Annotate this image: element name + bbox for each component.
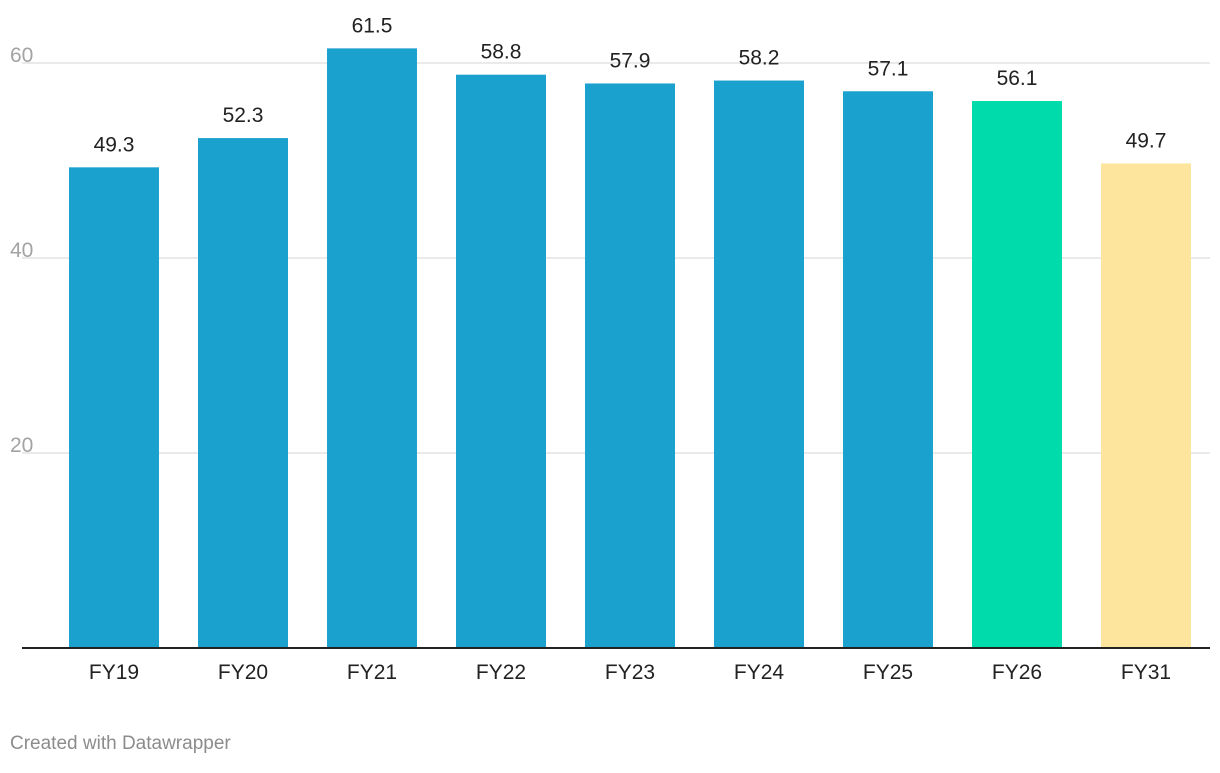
y-axis-ticks: 20 40 60 — [10, 44, 33, 457]
bars — [69, 48, 1191, 649]
y-tick-label: 60 — [10, 44, 33, 67]
value-label: 49.7 — [1126, 129, 1167, 152]
x-tick-label: FY19 — [89, 661, 139, 684]
bar-FY25 — [843, 91, 933, 648]
value-labels: 49.3 52.3 61.5 58.8 57.9 58.2 57.1 56.1 49.7 — [94, 14, 1167, 156]
bar-FY24 — [714, 80, 804, 649]
credit-text: Created with Datawrapper — [10, 733, 231, 754]
value-label: 61.5 — [352, 14, 393, 37]
x-tick-label: FY20 — [218, 661, 268, 684]
x-tick-label: FY24 — [734, 661, 785, 684]
bar-FY20 — [198, 138, 288, 648]
x-tick-label: FY26 — [992, 661, 1042, 684]
x-tick-label: FY21 — [347, 661, 397, 684]
x-axis-ticks: FY19 FY20 FY21 FY22 FY23 FY24 FY25 FY26 FY31 — [89, 661, 1171, 684]
bar-FY19 — [69, 167, 159, 648]
value-label: 52.3 — [223, 104, 264, 127]
x-tick-label: FY31 — [1121, 661, 1171, 684]
x-tick-label: FY25 — [863, 661, 913, 684]
y-tick-label: 20 — [10, 434, 33, 457]
value-label: 58.8 — [481, 41, 522, 64]
value-label: 57.1 — [868, 57, 909, 80]
x-tick-label: FY23 — [605, 661, 655, 684]
bar-FY23 — [585, 83, 675, 649]
bar-FY26 — [972, 101, 1062, 648]
value-label: 56.1 — [997, 67, 1038, 90]
bar-FY22 — [456, 74, 546, 648]
bar-FY31 — [1101, 163, 1191, 649]
value-label: 58.2 — [739, 47, 780, 70]
x-tick-label: FY22 — [476, 661, 526, 684]
y-tick-label: 40 — [10, 239, 33, 262]
bar-FY21 — [327, 48, 417, 648]
value-label: 49.3 — [94, 133, 135, 156]
value-label: 57.9 — [610, 49, 651, 72]
